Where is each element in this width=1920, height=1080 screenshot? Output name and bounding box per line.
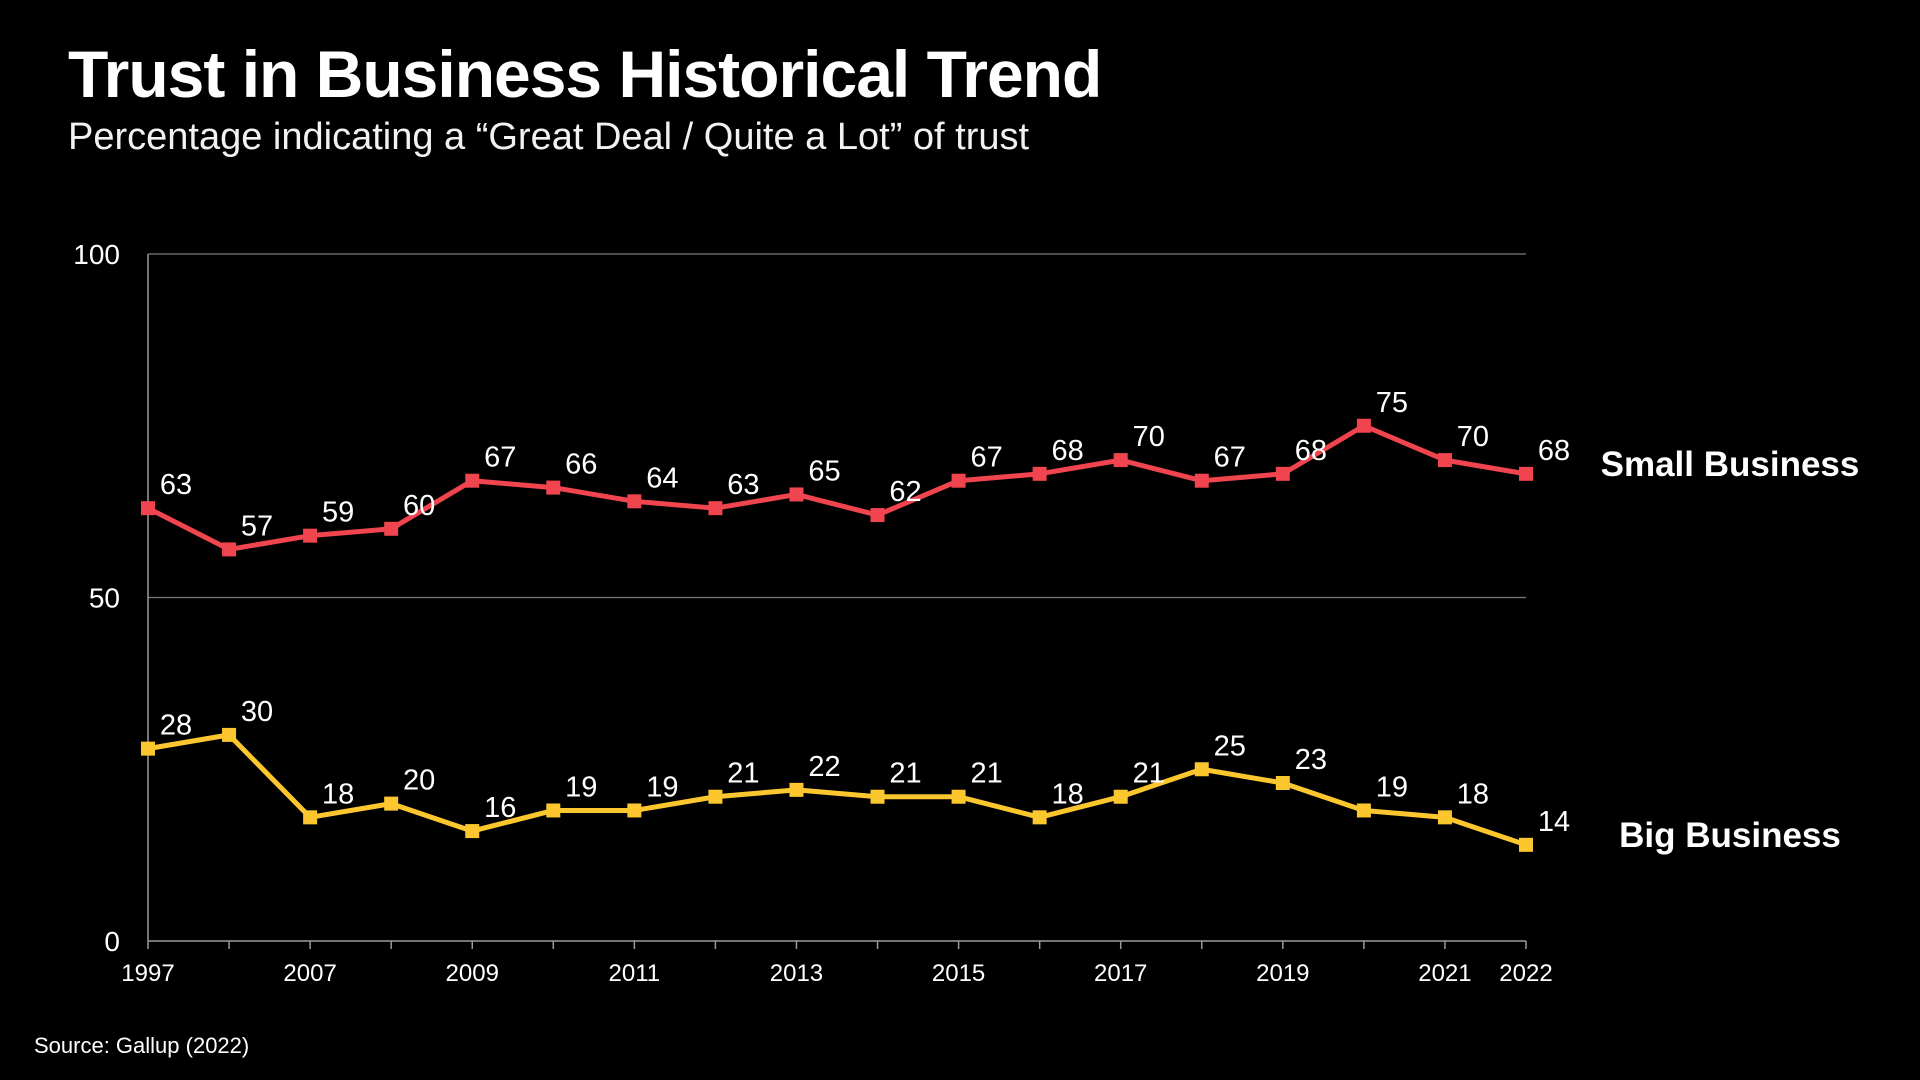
small-business-data-label: 68 bbox=[1538, 435, 1570, 467]
small-business-data-label: 67 bbox=[1214, 442, 1246, 474]
big-business-point bbox=[1356, 803, 1371, 818]
big-business-data-label: 19 bbox=[565, 771, 597, 803]
big-business-point bbox=[1113, 789, 1128, 804]
big-business-data-label: 23 bbox=[1295, 744, 1327, 776]
small-business-point bbox=[1519, 466, 1533, 481]
series bbox=[141, 418, 1533, 852]
x-tick-label: 2011 bbox=[609, 960, 661, 987]
small-business-data-label: 67 bbox=[484, 442, 516, 474]
gridlines bbox=[148, 253, 1526, 599]
small-business-point bbox=[951, 473, 966, 488]
small-business-data-label: 63 bbox=[160, 469, 192, 501]
big-business-point bbox=[708, 789, 723, 804]
x-tick-label: 2007 bbox=[283, 960, 336, 987]
big-business-data-label: 22 bbox=[808, 751, 840, 783]
big-business-data-label: 21 bbox=[1133, 758, 1165, 790]
small-business-data-label: 62 bbox=[889, 476, 921, 508]
big-business-data-label: 14 bbox=[1538, 806, 1570, 838]
y-tick-label: 0 bbox=[104, 926, 120, 957]
small-business-point bbox=[870, 508, 885, 523]
small-business-point bbox=[1356, 418, 1371, 433]
x-tick-label: 2017 bbox=[1094, 960, 1147, 987]
big-business-point bbox=[789, 782, 804, 797]
small-business-point bbox=[384, 521, 399, 536]
chart-title: Trust in Business Historical Trend bbox=[68, 37, 1102, 111]
labels: 63 57 59 60 67 66 64 63 65 62 67 68 70 67 68 75 70 68 Smal… bbox=[160, 387, 1860, 855]
big-business-point bbox=[870, 789, 885, 804]
small-business-data-label: 70 bbox=[1133, 421, 1165, 453]
big-business-data-label: 20 bbox=[403, 765, 435, 797]
big-business-point bbox=[384, 796, 399, 811]
big-business-data-label: 19 bbox=[646, 771, 678, 803]
big-business-line bbox=[147, 732, 1527, 848]
chart-subtitle: Percentage indicating a “Great Deal / Qu… bbox=[68, 116, 1030, 158]
small-business-data-label: 67 bbox=[970, 442, 1002, 474]
small-business-point bbox=[708, 501, 723, 516]
small-business-data-label: 57 bbox=[241, 510, 273, 542]
x-tick-label: 2019 bbox=[1256, 960, 1309, 987]
x-tick-label: 2013 bbox=[770, 960, 823, 987]
big-business-data-label: 18 bbox=[1052, 778, 1084, 810]
y-tick-label: 100 bbox=[73, 239, 120, 270]
big-business-series-label: Big Business bbox=[1619, 816, 1841, 855]
small-business-series-label: Small Business bbox=[1601, 445, 1860, 484]
big-business-data-label: 18 bbox=[1457, 778, 1489, 810]
small-business-point bbox=[222, 542, 237, 557]
big-business-data-label: 16 bbox=[484, 792, 516, 824]
big-business-data-label: 30 bbox=[241, 696, 273, 728]
big-business-point bbox=[546, 803, 561, 818]
small-business-data-label: 75 bbox=[1376, 387, 1408, 419]
small-business-data-label: 66 bbox=[565, 449, 597, 481]
small-business-point bbox=[627, 494, 642, 509]
y-tick-label: 50 bbox=[89, 583, 120, 614]
big-business-data-label: 28 bbox=[160, 710, 192, 742]
small-business-point bbox=[303, 528, 318, 543]
big-business-point bbox=[465, 824, 480, 839]
big-business-data-label: 21 bbox=[727, 758, 759, 790]
big-business-data-label: 18 bbox=[322, 778, 354, 810]
small-business-point bbox=[1194, 473, 1209, 488]
big-business-point bbox=[627, 803, 642, 818]
small-business-point bbox=[1113, 453, 1128, 468]
small-business-point bbox=[546, 480, 561, 495]
small-business-data-label: 63 bbox=[727, 469, 759, 501]
small-business-point bbox=[1032, 466, 1047, 481]
small-business-point bbox=[141, 501, 155, 516]
small-business-data-label: 68 bbox=[1295, 435, 1327, 467]
small-business-point bbox=[465, 473, 480, 488]
big-business-point bbox=[1032, 810, 1047, 825]
small-business-data-label: 59 bbox=[322, 497, 354, 529]
big-business-point bbox=[1437, 810, 1452, 825]
big-business-point bbox=[1519, 837, 1533, 852]
big-business-point bbox=[1194, 762, 1209, 777]
big-business-data-label: 21 bbox=[970, 758, 1002, 790]
small-business-point bbox=[1437, 453, 1452, 468]
x-tick-label: 2022 bbox=[1499, 960, 1552, 987]
small-business-line bbox=[146, 423, 1527, 552]
source-note: Source: Gallup (2022) bbox=[34, 1033, 250, 1058]
small-business-point bbox=[789, 487, 804, 502]
big-business-point bbox=[222, 727, 237, 742]
big-business-data-label: 25 bbox=[1214, 730, 1246, 762]
big-business-point bbox=[1275, 775, 1290, 790]
x-tick-label: 2015 bbox=[932, 960, 985, 987]
small-business-data-label: 68 bbox=[1052, 435, 1084, 467]
small-business-data-label: 60 bbox=[403, 490, 435, 522]
big-business-data-label: 21 bbox=[889, 758, 921, 790]
big-business-data-label: 19 bbox=[1376, 771, 1408, 803]
small-business-data-label: 65 bbox=[808, 455, 840, 487]
x-tick-label: 2009 bbox=[446, 960, 499, 987]
small-business-data-label: 64 bbox=[646, 462, 678, 494]
x-tick-label: 1997 bbox=[121, 960, 174, 987]
small-business-data-label: 70 bbox=[1457, 421, 1489, 453]
big-business-point bbox=[951, 789, 966, 804]
big-business-point bbox=[303, 810, 318, 825]
small-business-point bbox=[1275, 466, 1290, 481]
big-business-point bbox=[141, 741, 155, 756]
x-tick-label: 2021 bbox=[1418, 960, 1471, 987]
